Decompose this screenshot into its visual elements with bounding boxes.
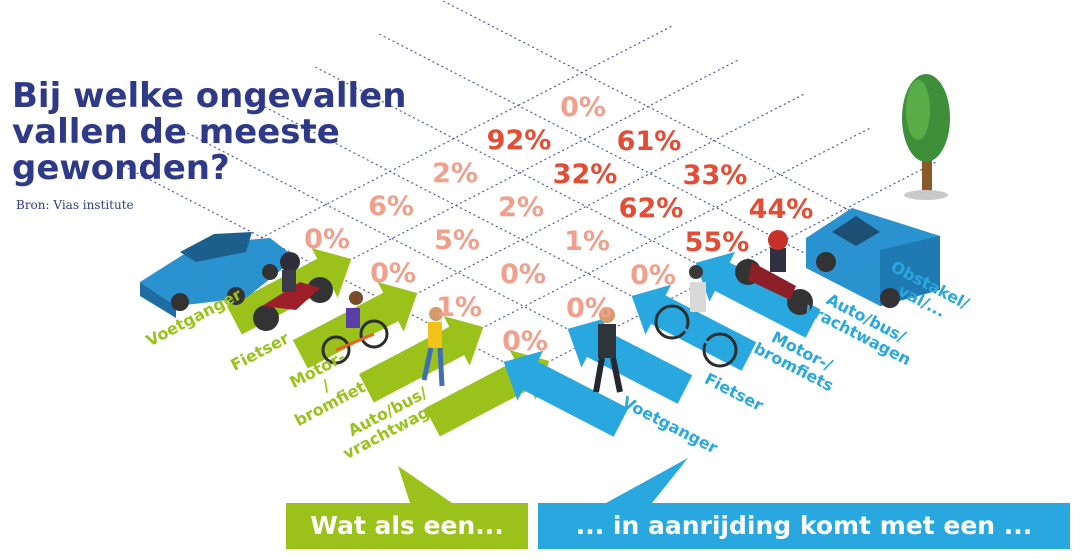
- victim-banner-pointer: [398, 466, 452, 503]
- source-note: Bron: Vias institute: [16, 198, 134, 212]
- cyclist-icon: [654, 265, 738, 368]
- cell-value: 92%: [487, 125, 552, 156]
- grid-line: [184, 25, 672, 278]
- cyclist-icon: [321, 291, 389, 365]
- pedestrian-icon: [421, 307, 445, 387]
- cell-value: 0%: [630, 260, 676, 291]
- pedestrian-icon: [593, 307, 623, 393]
- van-icon: [806, 208, 940, 308]
- cell-value: 61%: [617, 126, 682, 157]
- title-line: Bij welke ongevallen: [12, 76, 407, 116]
- cell-value: 0%: [370, 258, 416, 289]
- cell-value: 44%: [749, 194, 814, 225]
- title-line: vallen de meeste: [12, 112, 340, 152]
- victim-banner: Wat als een...: [286, 503, 528, 549]
- cell-value: 0%: [500, 259, 546, 290]
- other-party-banner: ... in aanrijding komt met een ...: [538, 503, 1070, 549]
- other-party-arrow: [503, 350, 629, 437]
- cell-value: 0%: [502, 326, 548, 357]
- cell-value: 2%: [498, 192, 544, 223]
- tree-icon: [902, 74, 950, 200]
- victim-label: Fietser: [227, 328, 292, 374]
- cell-value: 32%: [553, 159, 618, 190]
- title-line: gewonden?: [12, 148, 230, 188]
- other-party-arrow: [695, 251, 821, 338]
- percentage-grid: 0% 0% 0% 55%44% 1% 0% 1% 62%33% 0% 5% 2% 32%61% 0% 6%…: [304, 92, 813, 357]
- cell-value: 1%: [564, 226, 610, 257]
- other-banner-pointer: [606, 458, 688, 503]
- page-title: Bij welke ongevallen vallen de meeste ge…: [12, 78, 432, 186]
- victim-arrow: [358, 316, 484, 403]
- cell-value: 33%: [683, 160, 748, 191]
- other-party-label: Voetganger: [619, 392, 721, 457]
- cell-value: 6%: [368, 191, 414, 222]
- motorbike-icon: [735, 230, 813, 315]
- other-party-label: Fietser: [701, 369, 766, 415]
- other-party-arrow: [631, 284, 757, 371]
- cell-value: 2%: [432, 158, 478, 189]
- cell-value: 55%: [685, 227, 750, 258]
- other-party-arrows: [503, 251, 821, 437]
- cell-value: 0%: [560, 92, 606, 123]
- car-icon: [140, 232, 296, 318]
- cell-value: 1%: [436, 292, 482, 323]
- cell-value: 5%: [434, 225, 480, 256]
- cell-value: 62%: [619, 193, 684, 224]
- cell-value: 0%: [566, 293, 612, 324]
- motorbike-icon: [253, 252, 333, 331]
- cell-value: 0%: [304, 224, 350, 255]
